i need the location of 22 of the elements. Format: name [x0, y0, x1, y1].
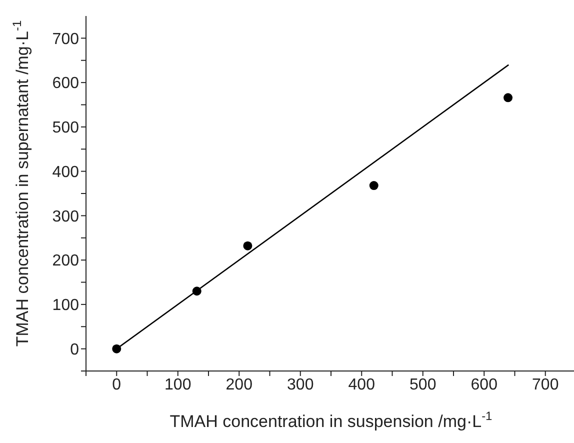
point: [192, 286, 202, 296]
y-tick-label: 200: [52, 252, 80, 270]
x-axis-title: TMAH concentration in suspension /mg·L$^{-1}$: [170, 409, 493, 431]
point: [243, 241, 252, 250]
y-tick-label: 600: [52, 75, 80, 92]
x-tick-label: 300: [287, 376, 314, 394]
x-tick-label: 100: [164, 376, 192, 394]
x-tick-label: 700: [532, 376, 559, 394]
x-tick-label: 400: [348, 376, 376, 394]
point: [369, 181, 378, 190]
y-tick-label: 0: [70, 341, 80, 358]
x-tick-label: 600: [470, 376, 498, 394]
x-tick-label: 200: [226, 376, 253, 394]
x-tick-label: 0: [112, 376, 122, 394]
y-tick-label: 700: [52, 30, 80, 48]
x-tick-label: 500: [410, 376, 436, 394]
point: [504, 93, 513, 102]
point: [112, 344, 122, 354]
y-tick-label: 300: [52, 208, 80, 226]
y-tick-label: 400: [52, 164, 80, 181]
y-tick-label: 100: [52, 297, 80, 314]
y-tick-label: 500: [52, 120, 80, 137]
